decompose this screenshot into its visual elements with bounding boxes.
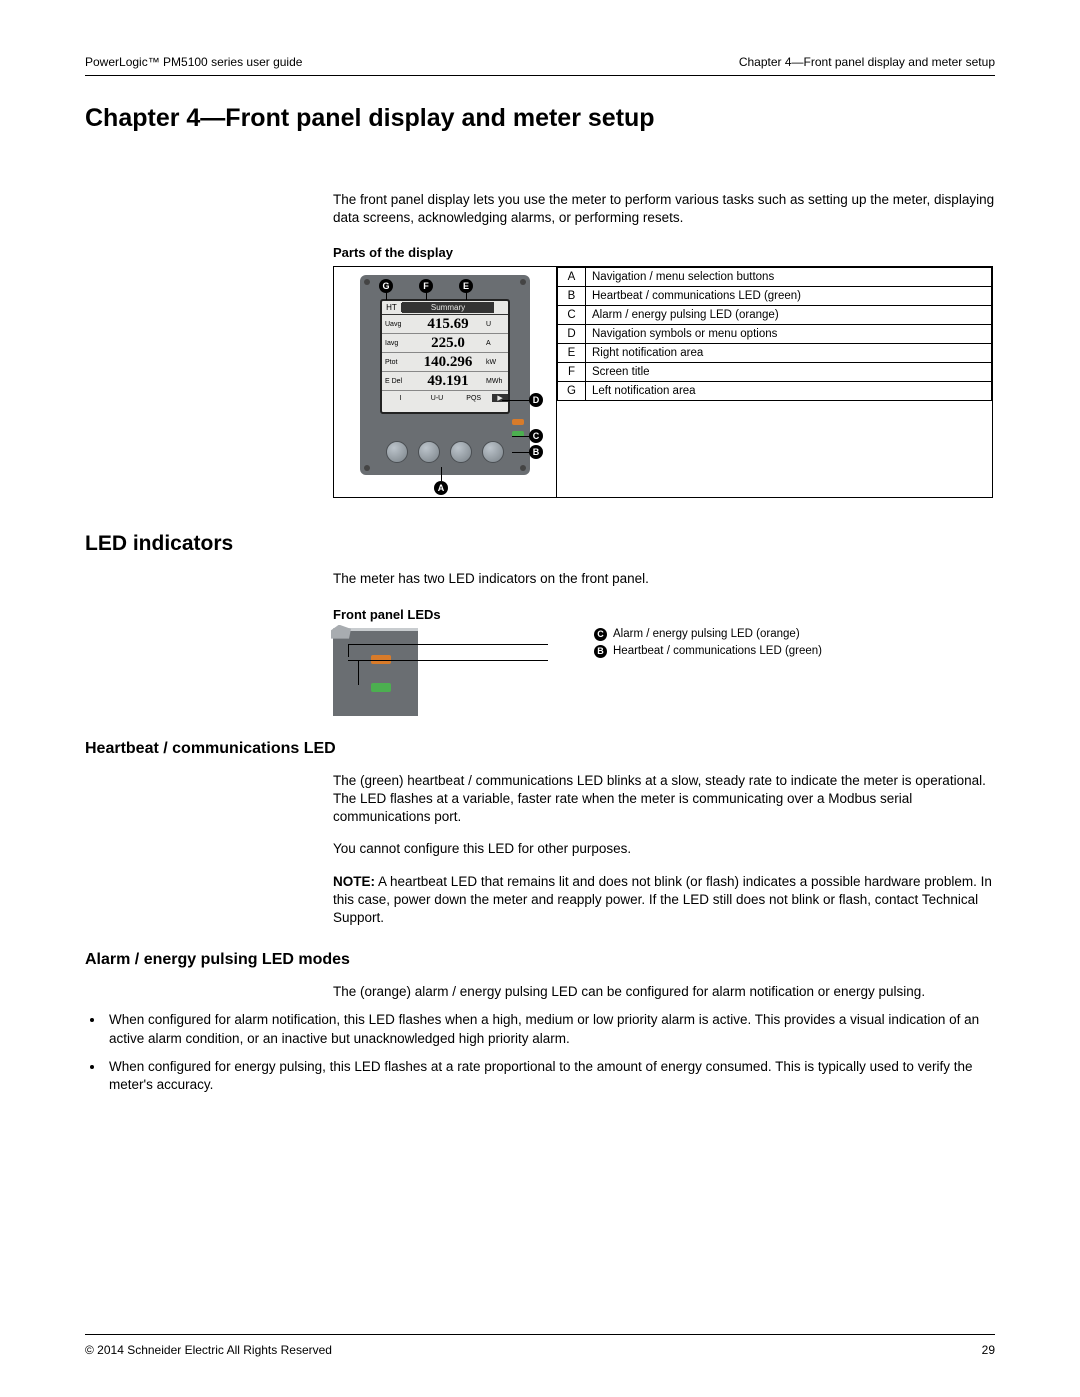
screen-data-row: Uavg415.69U — [382, 315, 508, 334]
led-legend: C Alarm / energy pulsing LED (orange) B Hea… — [594, 628, 822, 662]
page-header: PowerLogic™ PM5100 series user guide Cha… — [85, 55, 995, 76]
parts-desc: Right notification area — [586, 344, 992, 363]
alarm-led-icon — [512, 419, 524, 425]
parts-desc: Screen title — [586, 363, 992, 382]
parts-desc: Navigation / menu selection buttons — [586, 268, 992, 287]
heartbeat-p2: You cannot configure this LED for other … — [333, 840, 995, 858]
tab-uu: U-U — [419, 395, 456, 402]
parts-figure: HT Summary Uavg415.69UIavg225.0APtot140.… — [333, 266, 993, 498]
led-intro: The meter has two LED indicators on the … — [333, 570, 995, 588]
led-legend-row: B Heartbeat / communications LED (green) — [594, 645, 822, 658]
legend-callout: B — [594, 645, 607, 658]
page-footer: © 2014 Schneider Electric All Rights Res… — [85, 1334, 995, 1357]
alarm-bullets: When configured for alarm notification, … — [105, 1011, 995, 1094]
callout-c: C — [529, 429, 543, 443]
parts-desc: Navigation symbols or menu options — [586, 325, 992, 344]
parts-key: A — [558, 268, 586, 287]
closeup-heartbeat-led-icon — [371, 683, 391, 692]
note-text: A heartbeat LED that remains lit and doe… — [333, 874, 992, 925]
parts-key: C — [558, 306, 586, 325]
table-row: GLeft notification area — [558, 382, 992, 401]
callout-a: A — [434, 481, 448, 495]
list-item: When configured for alarm notification, … — [105, 1011, 995, 1047]
header-right: Chapter 4—Front panel display and meter … — [739, 55, 995, 69]
front-panel-leds-label: Front panel LEDs — [333, 607, 995, 622]
heartbeat-heading: Heartbeat / communications LED — [85, 740, 995, 758]
callout-b: B — [529, 445, 543, 459]
led-legend-row: C Alarm / energy pulsing LED (orange) — [594, 628, 822, 641]
nav-button-2[interactable] — [418, 441, 440, 463]
legend-text: Alarm / energy pulsing LED (orange) — [613, 628, 800, 640]
alarm-heading: Alarm / energy pulsing LED modes — [85, 951, 995, 969]
table-row: CAlarm / energy pulsing LED (orange) — [558, 306, 992, 325]
led-figure: C Alarm / energy pulsing LED (orange) B Hea… — [333, 628, 995, 716]
parts-table-container: ANavigation / menu selection buttonsBHea… — [557, 267, 992, 497]
table-row: FScreen title — [558, 363, 992, 382]
device-illustration: HT Summary Uavg415.69UIavg225.0APtot140.… — [334, 267, 557, 497]
header-left: PowerLogic™ PM5100 series user guide — [85, 55, 302, 69]
parts-key: D — [558, 325, 586, 344]
callout-d: D — [529, 393, 543, 407]
screen-title: Summary — [402, 302, 494, 313]
table-row: BHeartbeat / communications LED (green) — [558, 287, 992, 306]
footer-copyright: © 2014 Schneider Electric All Rights Res… — [85, 1343, 332, 1357]
parts-key: E — [558, 344, 586, 363]
parts-key: G — [558, 382, 586, 401]
legend-callout: C — [594, 628, 607, 641]
note-label: NOTE: — [333, 874, 375, 889]
led-indicators-heading: LED indicators — [85, 532, 995, 556]
parts-key: F — [558, 363, 586, 382]
footer-page-number: 29 — [982, 1343, 995, 1357]
screen-data-row: Iavg225.0A — [382, 334, 508, 353]
screen-data-row: Ptot140.296kW — [382, 353, 508, 372]
table-row: DNavigation symbols or menu options — [558, 325, 992, 344]
table-row: ANavigation / menu selection buttons — [558, 268, 992, 287]
heartbeat-p1: The (green) heartbeat / communications L… — [333, 772, 995, 827]
alarm-p1: The (orange) alarm / energy pulsing LED … — [333, 983, 995, 1001]
screen-bottom-tabs: I U-U PQS ▶ — [382, 391, 508, 405]
parts-table: ANavigation / menu selection buttonsBHea… — [557, 267, 992, 401]
nav-buttons-row — [360, 441, 530, 463]
heartbeat-note: NOTE: A heartbeat LED that remains lit a… — [333, 873, 995, 928]
parts-desc: Heartbeat / communications LED (green) — [586, 287, 992, 306]
nav-button-3[interactable] — [450, 441, 472, 463]
tab-pqs: PQS — [455, 395, 492, 402]
parts-of-display-label: Parts of the display — [333, 245, 995, 260]
nav-button-4[interactable] — [482, 441, 504, 463]
list-item: When configured for energy pulsing, this… — [105, 1058, 995, 1094]
nav-button-1[interactable] — [386, 441, 408, 463]
parts-desc: Alarm / energy pulsing LED (orange) — [586, 306, 992, 325]
parts-key: B — [558, 287, 586, 306]
screen-title-left: HT — [382, 303, 402, 312]
tab-i: I — [382, 395, 419, 402]
table-row: ERight notification area — [558, 344, 992, 363]
led-closeup — [333, 628, 418, 716]
intro-paragraph: The front panel display lets you use the… — [333, 191, 995, 227]
screen-data-row: E Del49.191MWh — [382, 372, 508, 391]
legend-text: Heartbeat / communications LED (green) — [613, 645, 822, 657]
device-screen: HT Summary Uavg415.69UIavg225.0APtot140.… — [380, 299, 510, 414]
parts-desc: Left notification area — [586, 382, 992, 401]
meter-device: HT Summary Uavg415.69UIavg225.0APtot140.… — [360, 275, 530, 475]
chapter-title: Chapter 4—Front panel display and meter … — [85, 104, 995, 133]
